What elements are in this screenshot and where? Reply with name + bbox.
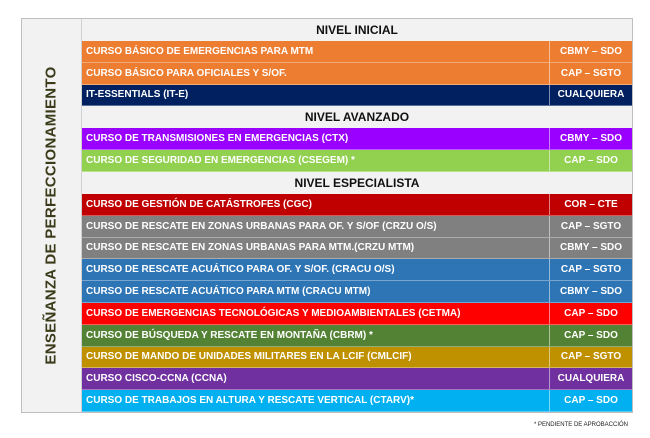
side-title-cell: ENSEÑANZA DE PERFECCIONAMIENTO (22, 19, 82, 412)
course-row: CURSO DE RESCATE EN ZONAS URBANAS PARA O… (82, 215, 632, 238)
course-rank-range: CAP – SDO (549, 302, 632, 324)
course-row: CURSO DE BÚSQUEDA Y RESCATE EN MONTAÑA (… (82, 324, 632, 347)
course-name: CURSO BÁSICO DE EMERGENCIAS PARA MTM (86, 45, 314, 57)
side-title: ENSEÑANZA DE PERFECCIONAMIENTO (43, 66, 61, 365)
course-name: CURSO DE RESCATE ACUÁTICO PARA MTM (CRAC… (86, 286, 371, 298)
course-row: CURSO BÁSICO DE EMERGENCIAS PARA MTM CBMY… (82, 41, 632, 63)
course-name: CURSO DE MANDO DE UNIDADES MILITARES EN … (86, 351, 412, 363)
course-rank-range: CAP – SGTO (549, 215, 632, 237)
course-name: CURSO DE GESTIÓN DE CATÁSTROFES (CGC) (86, 198, 312, 210)
course-row: CURSO DE SEGURIDAD EN EMERGENCIAS (CSEGE… (82, 150, 632, 172)
course-row: CURSO DE TRANSMISIONES EN EMERGENCIAS (C… (82, 128, 632, 151)
course-name: CURSO DE TRANSMISIONES EN EMERGENCIAS (C… (86, 133, 349, 145)
course-row: CURSO CISCO-CCNA (CCNA) CUALQUIERA (82, 368, 632, 391)
course-rank-range: CAP – SDO (549, 150, 632, 171)
courses-panel: ENSEÑANZA DE PERFECCIONAMIENTO NIVEL INI… (21, 18, 633, 413)
course-row: CURSO DE MANDO DE UNIDADES MILITARES EN … (82, 346, 632, 369)
course-row: CURSO DE RESCATE EN ZONAS URBANAS PARA M… (82, 237, 632, 260)
course-name: CURSO DE EMERGENCIAS TECNOLÓGICAS Y MEDI… (86, 307, 461, 319)
section-header: NIVEL AVANZADO (82, 106, 632, 129)
course-name: CURSO DE BÚSQUEDA Y RESCATE EN MONTAÑA (… (86, 329, 373, 341)
course-row: CURSO DE RESCATE ACUÁTICO PARA MTM (CRAC… (82, 281, 632, 303)
course-rank-range: CUALQUIERA (549, 368, 632, 390)
course-rank-range: CBMY – SDO (549, 237, 632, 259)
course-rank-range: CBMY – SDO (549, 41, 632, 62)
course-name: CURSO CISCO-CCNA (CCNA) (86, 373, 227, 385)
course-name: CURSO DE TRABAJOS EN ALTURA Y RESCATE VE… (86, 395, 414, 407)
course-name: CURSO DE RESCATE EN ZONAS URBANAS PARA M… (86, 242, 415, 254)
course-name: CURSO DE RESCATE EN ZONAS URBANAS PARA O… (86, 220, 437, 232)
course-rank-range: CAP – SDO (549, 324, 632, 346)
course-row: CURSO DE RESCATE ACUÁTICO PARA OF. Y S/O… (82, 259, 632, 282)
course-name: IT-ESSENTIALS (IT-E) (86, 89, 189, 101)
course-row: CURSO DE GESTIÓN DE CATÁSTROFES (CGC) COR… (82, 193, 632, 216)
course-rank-range: CUALQUIERA (549, 84, 632, 106)
course-rank-range: CAP – SDO (549, 390, 632, 411)
course-rank-range: CBMY – SDO (549, 128, 632, 150)
section-header: NIVEL ESPECIALISTA (82, 171, 632, 194)
course-rank-range: CAP – SGTO (549, 259, 632, 281)
course-rank-range: CAP – SGTO (549, 346, 632, 368)
course-rank-range: COR – CTE (549, 193, 632, 215)
course-row: CURSO BÁSICO PARA OFICIALES Y S/OF. CAP –… (82, 62, 632, 85)
course-row: CURSO DE EMERGENCIAS TECNOLÓGICAS Y MEDI… (82, 302, 632, 325)
section-header: NIVEL INICIAL (82, 19, 632, 41)
course-row: IT-ESSENTIALS (IT-E) CUALQUIERA (82, 84, 632, 107)
course-rank-range: CAP – SGTO (549, 62, 632, 84)
footnote: * PENDIENTE DE APROBACCIÓN (533, 422, 628, 428)
course-rank-range: CBMY – SDO (549, 281, 632, 302)
course-name: CURSO BÁSICO PARA OFICIALES Y S/OF. (86, 67, 287, 79)
courses-table: NIVEL INICIAL CURSO BÁSICO DE EMERGENCIAS… (82, 19, 632, 412)
course-name: CURSO DE RESCATE ACUÁTICO PARA OF. Y S/O… (86, 264, 395, 276)
course-row: CURSO DE TRABAJOS EN ALTURA Y RESCATE VE… (82, 390, 632, 412)
course-name: CURSO DE SEGURIDAD EN EMERGENCIAS (CSEGE… (86, 155, 355, 167)
